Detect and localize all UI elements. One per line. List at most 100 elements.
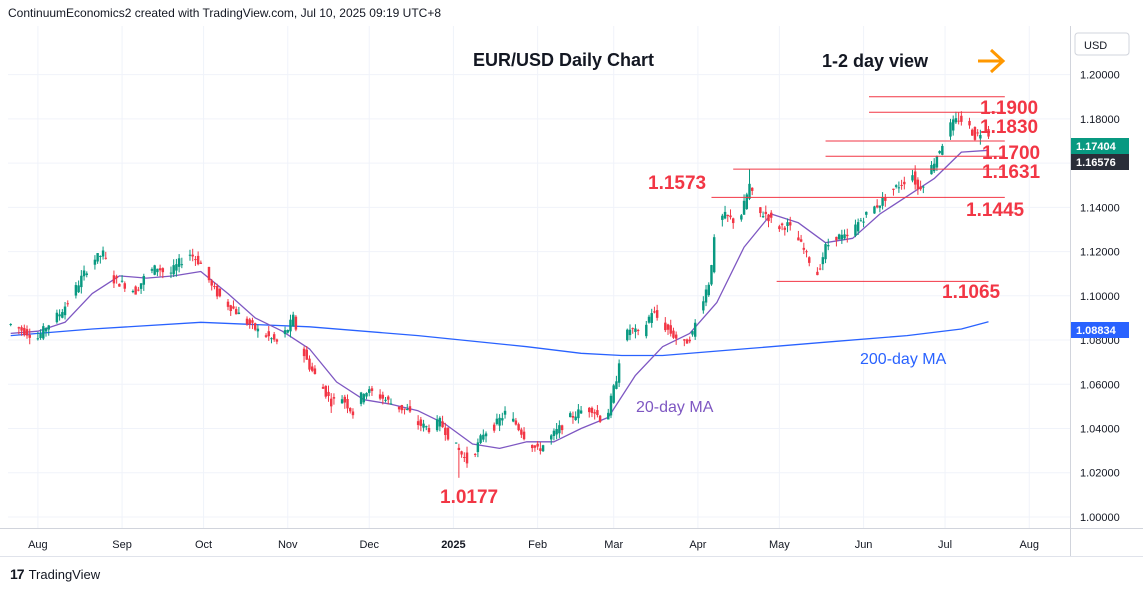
candles [9, 111, 990, 478]
candle-body [85, 273, 88, 275]
chart-title: EUR/USD Daily Chart [473, 50, 654, 70]
candle-body [911, 175, 914, 181]
candle-body [875, 205, 879, 208]
candle-body [196, 255, 200, 265]
tradingview-logo[interactable]: 17 TradingView [10, 566, 100, 582]
candle-body [264, 335, 268, 337]
tradingview-icon: 17 [10, 566, 25, 582]
candle-body [878, 205, 882, 208]
candle-body [397, 406, 401, 410]
candle-body [726, 214, 729, 217]
candle-body [941, 145, 944, 155]
candle-body [74, 285, 78, 296]
candle-body [457, 447, 461, 451]
x-tick-label: Apr [689, 539, 706, 551]
candle-body [957, 120, 960, 122]
candle-body [900, 184, 903, 186]
candle-body [47, 325, 50, 330]
candle-body [894, 185, 898, 187]
candle-body [61, 312, 64, 318]
candle-body [797, 237, 800, 241]
x-tick-label: Dec [359, 539, 379, 551]
candle-body [161, 268, 165, 273]
candle-body [188, 254, 192, 256]
candle-body [729, 215, 732, 218]
candle-body [63, 306, 67, 316]
x-tick-label: Oct [195, 539, 212, 551]
candle-body [767, 214, 770, 222]
candle-body [884, 197, 887, 201]
candle-body [691, 331, 694, 335]
candle-body [653, 311, 656, 313]
candle-body [536, 443, 539, 447]
candle-body [693, 322, 697, 337]
candle-body [416, 421, 420, 426]
candle-body [234, 309, 238, 315]
candle-body [403, 408, 406, 410]
candle-body [321, 386, 325, 389]
y-tick-label: 1.06000 [1080, 379, 1120, 391]
candle-body [968, 120, 971, 126]
candle-body [142, 275, 146, 285]
candle-body [207, 266, 211, 281]
candle-body [332, 397, 336, 399]
candle-body [446, 427, 450, 440]
candle-body [664, 322, 667, 331]
candle-body [194, 259, 197, 261]
candle-body [362, 394, 366, 403]
candle-body [213, 286, 216, 288]
candle-body [764, 211, 768, 215]
candle-body [569, 413, 572, 418]
x-tick-label: Jul [938, 539, 952, 551]
candle-body [463, 456, 466, 458]
candle-body [514, 420, 518, 425]
candle-body [704, 289, 708, 303]
level-label: 1.1065 [942, 282, 1001, 303]
candle-body [226, 301, 230, 307]
candle-body [574, 416, 577, 421]
candle-body [590, 407, 594, 413]
candle-body [789, 222, 792, 226]
candle-body [210, 280, 213, 286]
candle-body [840, 234, 844, 240]
candle-body [28, 334, 31, 338]
price-axis[interactable]: 1.200001.180001.160001.140001.120001.100… [1080, 70, 1120, 524]
candle-body [44, 328, 48, 332]
price-badges: 1.17404 1.16576 1.08834 [1071, 138, 1129, 338]
candle-body [389, 403, 393, 405]
candle-body [631, 328, 634, 330]
candle-body [721, 215, 724, 220]
candle-body [77, 285, 80, 293]
candle-body [859, 220, 863, 222]
candle-body [655, 310, 659, 318]
candle-body [873, 206, 876, 214]
candle-body [979, 134, 982, 139]
currency-box[interactable] [1074, 32, 1130, 56]
candle-body [712, 237, 716, 273]
candle-body [270, 338, 273, 340]
price-badge [1071, 154, 1129, 170]
candle-body [522, 431, 526, 440]
candle-body [837, 234, 841, 240]
candle-body [626, 329, 629, 341]
candle-body [550, 435, 553, 440]
candle-body [349, 408, 352, 412]
plot-area[interactable] [8, 26, 1070, 528]
candle-body [539, 448, 542, 451]
candle-body [650, 313, 653, 323]
candle-body [191, 254, 194, 257]
candle-body [465, 452, 469, 464]
ma200-line [10, 321, 989, 357]
candle-body [329, 398, 333, 407]
level-label: 1.1700 [982, 143, 1040, 164]
candle-body [340, 399, 344, 404]
time-axis[interactable]: Aug Sep Oct Nov Dec 2025 Feb Mar Apr May Jun Jul Aug [28, 539, 1039, 551]
candle-body [101, 250, 105, 257]
candle-body [645, 324, 648, 337]
candle-body [476, 442, 480, 453]
candle-body [495, 418, 499, 425]
x-tick-label: Nov [278, 539, 298, 551]
candle-body [368, 389, 371, 393]
candle-body [731, 218, 735, 224]
